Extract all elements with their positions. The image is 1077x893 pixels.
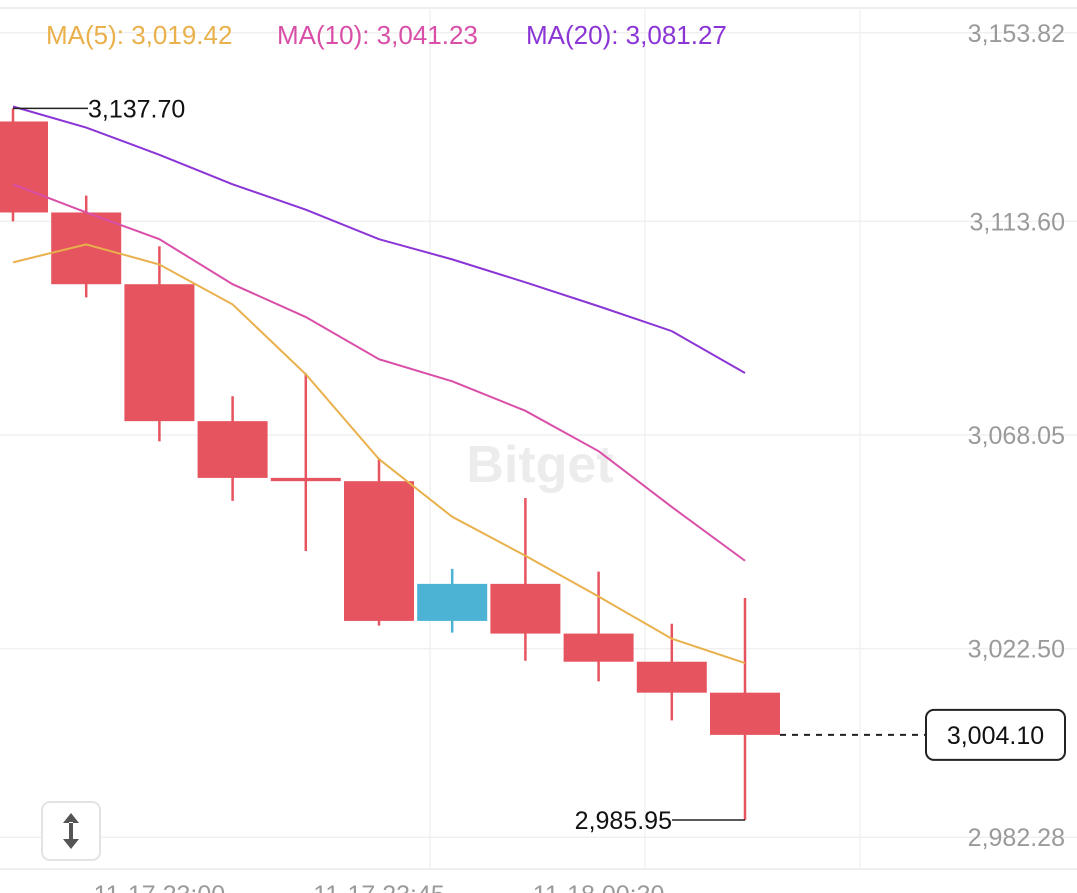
candle-body	[270, 477, 341, 482]
last-price-label: 3,004.10	[947, 722, 1044, 750]
watermark: Bitget	[466, 436, 613, 494]
candle-body	[710, 692, 780, 735]
high-marker-label: 3,137.70	[88, 95, 185, 123]
candle-body	[51, 212, 122, 285]
candle-body	[563, 633, 634, 662]
y-tick-label: 2,982.28	[968, 824, 1065, 852]
grid: 3,153.82 3,113.60 3,068.05 3,022.50 2,982.28…	[0, 20, 1077, 893]
legend-entry: MA(20): 3,081.27	[526, 20, 727, 50]
x-tick-label: 11-18 00:30	[533, 881, 665, 893]
ma-line	[12, 243, 746, 664]
ma-line	[12, 105, 746, 374]
y-tick-label: 3,022.50	[968, 636, 1065, 664]
x-tick-label: 11-17 23:00	[94, 881, 226, 893]
last-price-box	[925, 708, 1066, 761]
candle-body	[490, 583, 561, 634]
low-marker-label: 2,985.95	[575, 807, 672, 835]
x-tick-label: 11-17 23:45	[313, 881, 445, 893]
y-tick-label: 3,068.05	[968, 422, 1065, 450]
legend: MA(5): 3,019.42 MA(10): 3,041.23 MA(20): 3…	[46, 20, 727, 50]
candle-body	[197, 421, 268, 478]
button-icon	[63, 813, 79, 849]
ma-line	[12, 183, 746, 562]
candle-body	[417, 583, 488, 621]
y-tick-label: 3,153.82	[968, 20, 1065, 48]
candle-body	[124, 284, 195, 422]
y-tick-label: 3,113.60	[970, 208, 1065, 236]
toggle-button[interactable]	[41, 801, 101, 861]
candle-body	[636, 661, 707, 693]
legend-entry: MA(10): 3,041.23	[277, 20, 478, 50]
candle-body	[344, 481, 414, 621]
plot: 3,137.70 2,985.95 3,004.10	[0, 95, 1066, 835]
legend-entry: MA(5): 3,019.42	[46, 20, 232, 50]
candle-body	[0, 121, 48, 213]
